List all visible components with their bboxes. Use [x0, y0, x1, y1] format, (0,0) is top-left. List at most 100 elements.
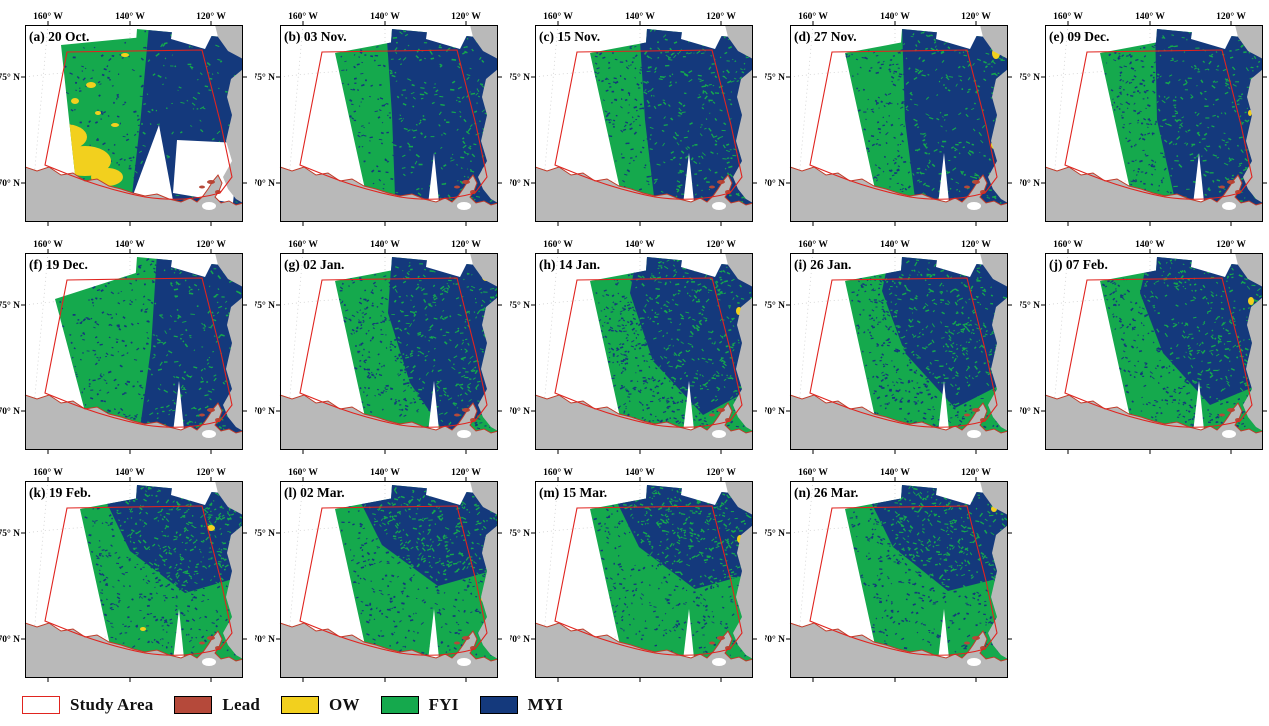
panel-label: (f) 19 Dec.	[29, 257, 88, 272]
lon-tick-label: 160° W	[798, 467, 828, 478]
lon-tick-label: 120° W	[706, 467, 736, 478]
lon-tick-label: 140° W	[880, 239, 910, 250]
study-area-outline	[44, 505, 233, 656]
panel-e: (e) 09 Dec. 160° W 140° W 120° W 75° N 70° N	[1020, 0, 1269, 226]
lat-tick-label: 70° N	[0, 634, 20, 645]
lat-tick-label: 75° N	[255, 300, 275, 311]
study-area-outline	[1064, 49, 1253, 200]
coastline	[789, 622, 1009, 662]
lon-tick-label: 160° W	[1053, 239, 1083, 250]
lon-tick-label: 120° W	[961, 11, 991, 22]
banks-island	[215, 25, 243, 59]
map-frame	[535, 481, 753, 678]
map-content: (a) 20 Oct.	[24, 24, 244, 223]
right-islands	[733, 525, 753, 659]
banks-island	[725, 253, 753, 287]
lon-tick-label: 120° W	[451, 11, 481, 22]
study-area-outline	[554, 49, 743, 200]
gulf	[712, 202, 726, 210]
map-content: (b) 03 Nov.	[279, 24, 499, 223]
map-frame	[280, 25, 498, 222]
panel-m: (m) 15 Mar. 160° W 140° W 120° W 75° N 70° N	[510, 456, 764, 682]
axis-ticks-and-labels: 160° W 140° W 120° W 75° N 70° N	[255, 239, 502, 454]
lat-tick-label: 70° N	[255, 406, 275, 417]
lat-tick-label: 70° N	[255, 634, 275, 645]
legend-swatch-lead	[174, 696, 213, 714]
panel-i: (i) 26 Jan. 160° W 140° W 120° W 75° N 70° N	[765, 228, 1019, 454]
right-islands	[733, 297, 753, 431]
study-area-outline	[44, 49, 233, 200]
coastline	[279, 166, 499, 206]
panel-b: (b) 03 Nov. 160° W 140° W 120° W 75° N 70° N	[255, 0, 509, 226]
right-islands	[478, 69, 498, 203]
right-islands	[1243, 69, 1263, 203]
lead-patch	[199, 185, 205, 189]
right-islands	[988, 297, 1008, 431]
myi-speckles	[340, 46, 395, 199]
coastline	[24, 166, 244, 206]
lon-tick-label: 140° W	[370, 11, 400, 22]
map-frame	[790, 25, 1008, 222]
axis-ticks-and-labels: 160° W 140° W 120° W 75° N 70° N	[255, 467, 502, 682]
map-j: (j) 07 Feb. 160° W 140° W 120° W 75° N 70° N	[1020, 239, 1267, 454]
map-l: (l) 02 Mar. 160° W 140° W 120° W 75° N 70° N	[255, 467, 502, 682]
banks-island	[1235, 253, 1263, 287]
lat-tick-label: 75° N	[765, 528, 785, 539]
lat-tick-label: 75° N	[1020, 300, 1040, 311]
lat-tick-label: 75° N	[0, 528, 20, 539]
fyi-lead-speckles	[874, 485, 1008, 589]
legend-label-ow: OW	[329, 695, 360, 714]
legend-item-myi: MYI	[479, 695, 564, 715]
lon-tick-label: 120° W	[451, 467, 481, 478]
lon-tick-label: 120° W	[706, 11, 736, 22]
coastline	[279, 394, 499, 434]
lon-tick-label: 160° W	[543, 467, 573, 478]
lon-tick-label: 160° W	[33, 239, 63, 250]
legend-label-study-area: Study Area	[70, 695, 154, 714]
map-h: (h) 14 Jan. 160° W 140° W 120° W 75° N 70° N	[510, 239, 757, 454]
panel-label: (m) 15 Mar.	[539, 485, 607, 500]
right-islands	[223, 297, 243, 431]
legend-swatch-myi	[479, 696, 518, 714]
panel-label: (h) 14 Jan.	[539, 257, 600, 272]
panel-a: (a) 20 Oct. 160° W 140° W 120° W 75° N 70° N	[0, 0, 254, 226]
map-frame	[790, 481, 1008, 678]
lat-tick-label: 70° N	[510, 634, 530, 645]
map-content: (l) 02 Mar.	[279, 480, 499, 679]
panel-label: (e) 09 Dec.	[1049, 29, 1109, 44]
lon-tick-label: 160° W	[33, 467, 63, 478]
panel-d: (d) 27 Nov. 160° W 140° W 120° W 75° N 70° N	[765, 0, 1019, 226]
legend-swatch-fyi	[380, 696, 419, 714]
myi-speckles	[849, 508, 1008, 657]
lat-tick-label: 70° N	[765, 178, 785, 189]
gulf	[202, 658, 216, 666]
lon-tick-label: 120° W	[961, 239, 991, 250]
myi-region	[137, 257, 243, 449]
lat-tick-label: 70° N	[1020, 178, 1040, 189]
map-frame	[25, 481, 243, 678]
banks-island	[1235, 25, 1263, 59]
gulf	[967, 430, 981, 438]
lon-tick-label: 140° W	[115, 239, 145, 250]
map-k: (k) 19 Feb. 160° W 140° W 120° W 75° N 70° N	[0, 467, 247, 682]
axis-ticks-and-labels: 160° W 140° W 120° W 75° N 70° N	[510, 11, 757, 226]
lat-tick-label: 70° N	[510, 178, 530, 189]
coastline	[534, 622, 754, 662]
panel-l: (l) 02 Mar. 160° W 140° W 120° W 75° N 70° N	[255, 456, 509, 682]
map-content: (d) 27 Nov.	[789, 24, 1009, 223]
myi-region	[867, 485, 1008, 591]
study-area-outline	[809, 505, 998, 656]
study-area-outline	[809, 277, 998, 428]
lon-tick-label: 160° W	[798, 11, 828, 22]
lat-tick-label: 75° N	[0, 72, 20, 83]
gulf	[1222, 430, 1236, 438]
map-content: (f) 19 Dec.	[24, 252, 244, 451]
gulf	[1222, 202, 1236, 210]
right-islands	[478, 297, 498, 431]
lat-tick-label: 75° N	[510, 300, 530, 311]
myi-region	[386, 29, 498, 221]
lead-patch	[454, 185, 460, 189]
legend-label-myi: MYI	[527, 695, 564, 714]
lon-tick-label: 140° W	[880, 467, 910, 478]
banks-island	[980, 25, 1008, 59]
